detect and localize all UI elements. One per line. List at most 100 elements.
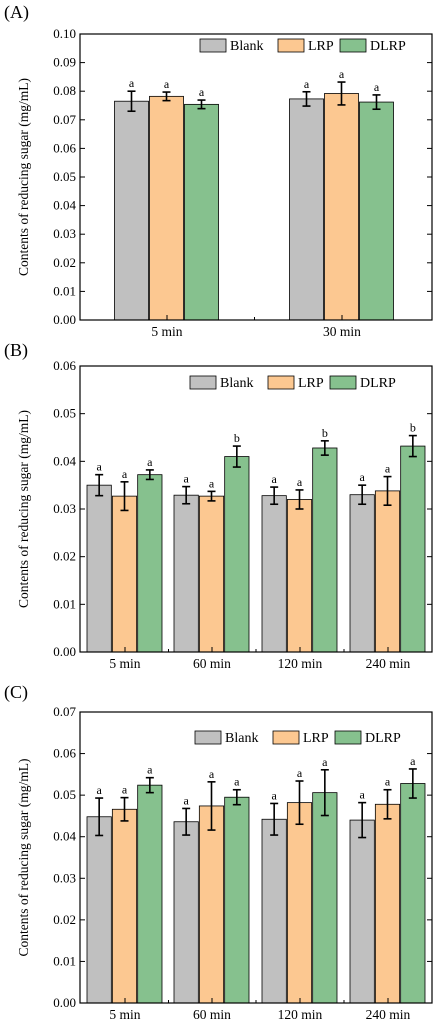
bar	[224, 456, 250, 653]
y-tick-label: 0.07	[53, 112, 76, 127]
significance-label: a	[147, 455, 153, 469]
bar	[173, 494, 199, 653]
x-category-label: 240 min	[366, 656, 411, 671]
y-tick-label: 0.01	[53, 953, 76, 968]
bar	[374, 490, 401, 653]
legend-swatch	[339, 38, 367, 53]
y-tick-label: 0.03	[53, 870, 76, 885]
bar	[198, 805, 225, 1004]
bar	[349, 819, 375, 1004]
bar	[184, 103, 219, 321]
plot-frame	[79, 33, 433, 321]
y-tick-label: 0.02	[53, 549, 76, 564]
bar	[324, 93, 359, 321]
y-tick-label: 0.06	[53, 746, 76, 761]
legend-label: Blank	[225, 731, 258, 746]
bar	[261, 495, 287, 653]
bar	[374, 803, 401, 1004]
plot-frame	[79, 365, 433, 653]
y-tick-label: 0.01	[53, 596, 76, 611]
significance-label: a	[360, 470, 366, 484]
y-axis-label: Contents of reducing sugar (mg/mL)	[16, 759, 31, 957]
y-tick-label: 0.00	[53, 995, 76, 1010]
y-tick-label: 0.05	[53, 787, 76, 802]
significance-label: a	[122, 467, 128, 481]
y-tick-label: 0.00	[53, 644, 76, 659]
significance-label: b	[234, 431, 240, 445]
significance-label: b	[410, 421, 416, 435]
bar	[224, 796, 250, 1004]
significance-label: a	[199, 85, 205, 99]
bar	[286, 499, 313, 653]
bar	[111, 808, 138, 1004]
legend-swatch	[199, 38, 227, 53]
significance-label: a	[322, 755, 328, 769]
significance-label: a	[122, 783, 128, 797]
bar	[149, 95, 184, 321]
y-tick-label: 0.08	[53, 83, 76, 98]
significance-label: a	[97, 783, 103, 797]
bar	[400, 783, 426, 1004]
significance-label: a	[339, 67, 345, 81]
panel-c: (C) 0.00 0.01 0.02 0.03 0.04 0.05 0.06 0.07 Conte…	[4, 682, 433, 1022]
bar	[173, 821, 199, 1004]
significance-label: a	[297, 475, 303, 489]
significance-label: a	[184, 793, 190, 807]
bar	[137, 474, 163, 653]
x-category-label: 60 min	[193, 656, 231, 671]
legend-label: DLRP	[370, 39, 406, 54]
significance-label: a	[360, 788, 366, 802]
legend-label: DLRP	[365, 731, 401, 746]
panel-label: (A)	[4, 2, 29, 23]
y-tick-label: 0.02	[53, 912, 76, 927]
legend: Blank LRP DLRP	[199, 38, 406, 54]
bar	[86, 816, 112, 1004]
y-tick-label: 0.05	[53, 169, 76, 184]
x-category-label: 120 min	[278, 1007, 323, 1022]
legend-swatch	[272, 730, 300, 745]
legend-swatch	[267, 375, 295, 390]
bar	[261, 818, 287, 1004]
legend-swatch	[334, 730, 362, 745]
legend-label: DLRP	[360, 376, 396, 391]
legend-label: LRP	[308, 39, 334, 54]
y-axis-label: Contents of reducing sugar (mg/mL)	[16, 410, 31, 608]
panel-a: (A) 0.00 0.01 0.02 0.03 0.04 0.05 0.06 0.07 0.08 0…	[4, 2, 433, 339]
bar	[137, 784, 163, 1004]
significance-label: a	[129, 76, 135, 90]
x-category-label: 120 min	[278, 656, 323, 671]
y-tick-label: 0.00	[53, 312, 76, 327]
x-category-label: 5 min	[109, 656, 140, 671]
bar	[198, 495, 225, 653]
significance-label: a	[209, 476, 215, 490]
panel-label: (B)	[4, 340, 28, 361]
panel-label: (C)	[4, 682, 28, 703]
y-tick-label: 0.06	[53, 140, 76, 155]
significance-label: a	[147, 763, 153, 777]
bar	[86, 484, 112, 653]
y-tick-label: 0.03	[53, 226, 76, 241]
legend-swatch	[277, 38, 305, 53]
y-tick-label: 0.01	[53, 283, 76, 298]
bar	[114, 100, 149, 321]
x-category-label: 5 min	[109, 1007, 140, 1022]
x-category-label: 60 min	[193, 1007, 231, 1022]
significance-label: b	[322, 426, 328, 440]
significance-label: a	[272, 472, 278, 486]
significance-label: a	[385, 462, 391, 476]
significance-label: a	[97, 460, 103, 474]
bar	[312, 792, 338, 1004]
panel-b: (B) 0.00 0.01 0.02 0.03 0.04 0.05 0.06 Contents …	[4, 340, 433, 671]
y-tick-label: 0.02	[53, 255, 76, 270]
y-tick-label: 0.04	[53, 829, 76, 844]
significance-label: a	[385, 775, 391, 789]
significance-label: a	[209, 767, 215, 781]
legend-label: Blank	[230, 39, 263, 54]
y-tick-label: 0.06	[53, 358, 76, 373]
y-tick-label: 0.09	[53, 55, 76, 70]
bar	[400, 445, 426, 653]
significance-label: a	[410, 754, 416, 768]
legend: Blank LRP DLRP	[189, 375, 396, 391]
bar	[359, 101, 394, 321]
